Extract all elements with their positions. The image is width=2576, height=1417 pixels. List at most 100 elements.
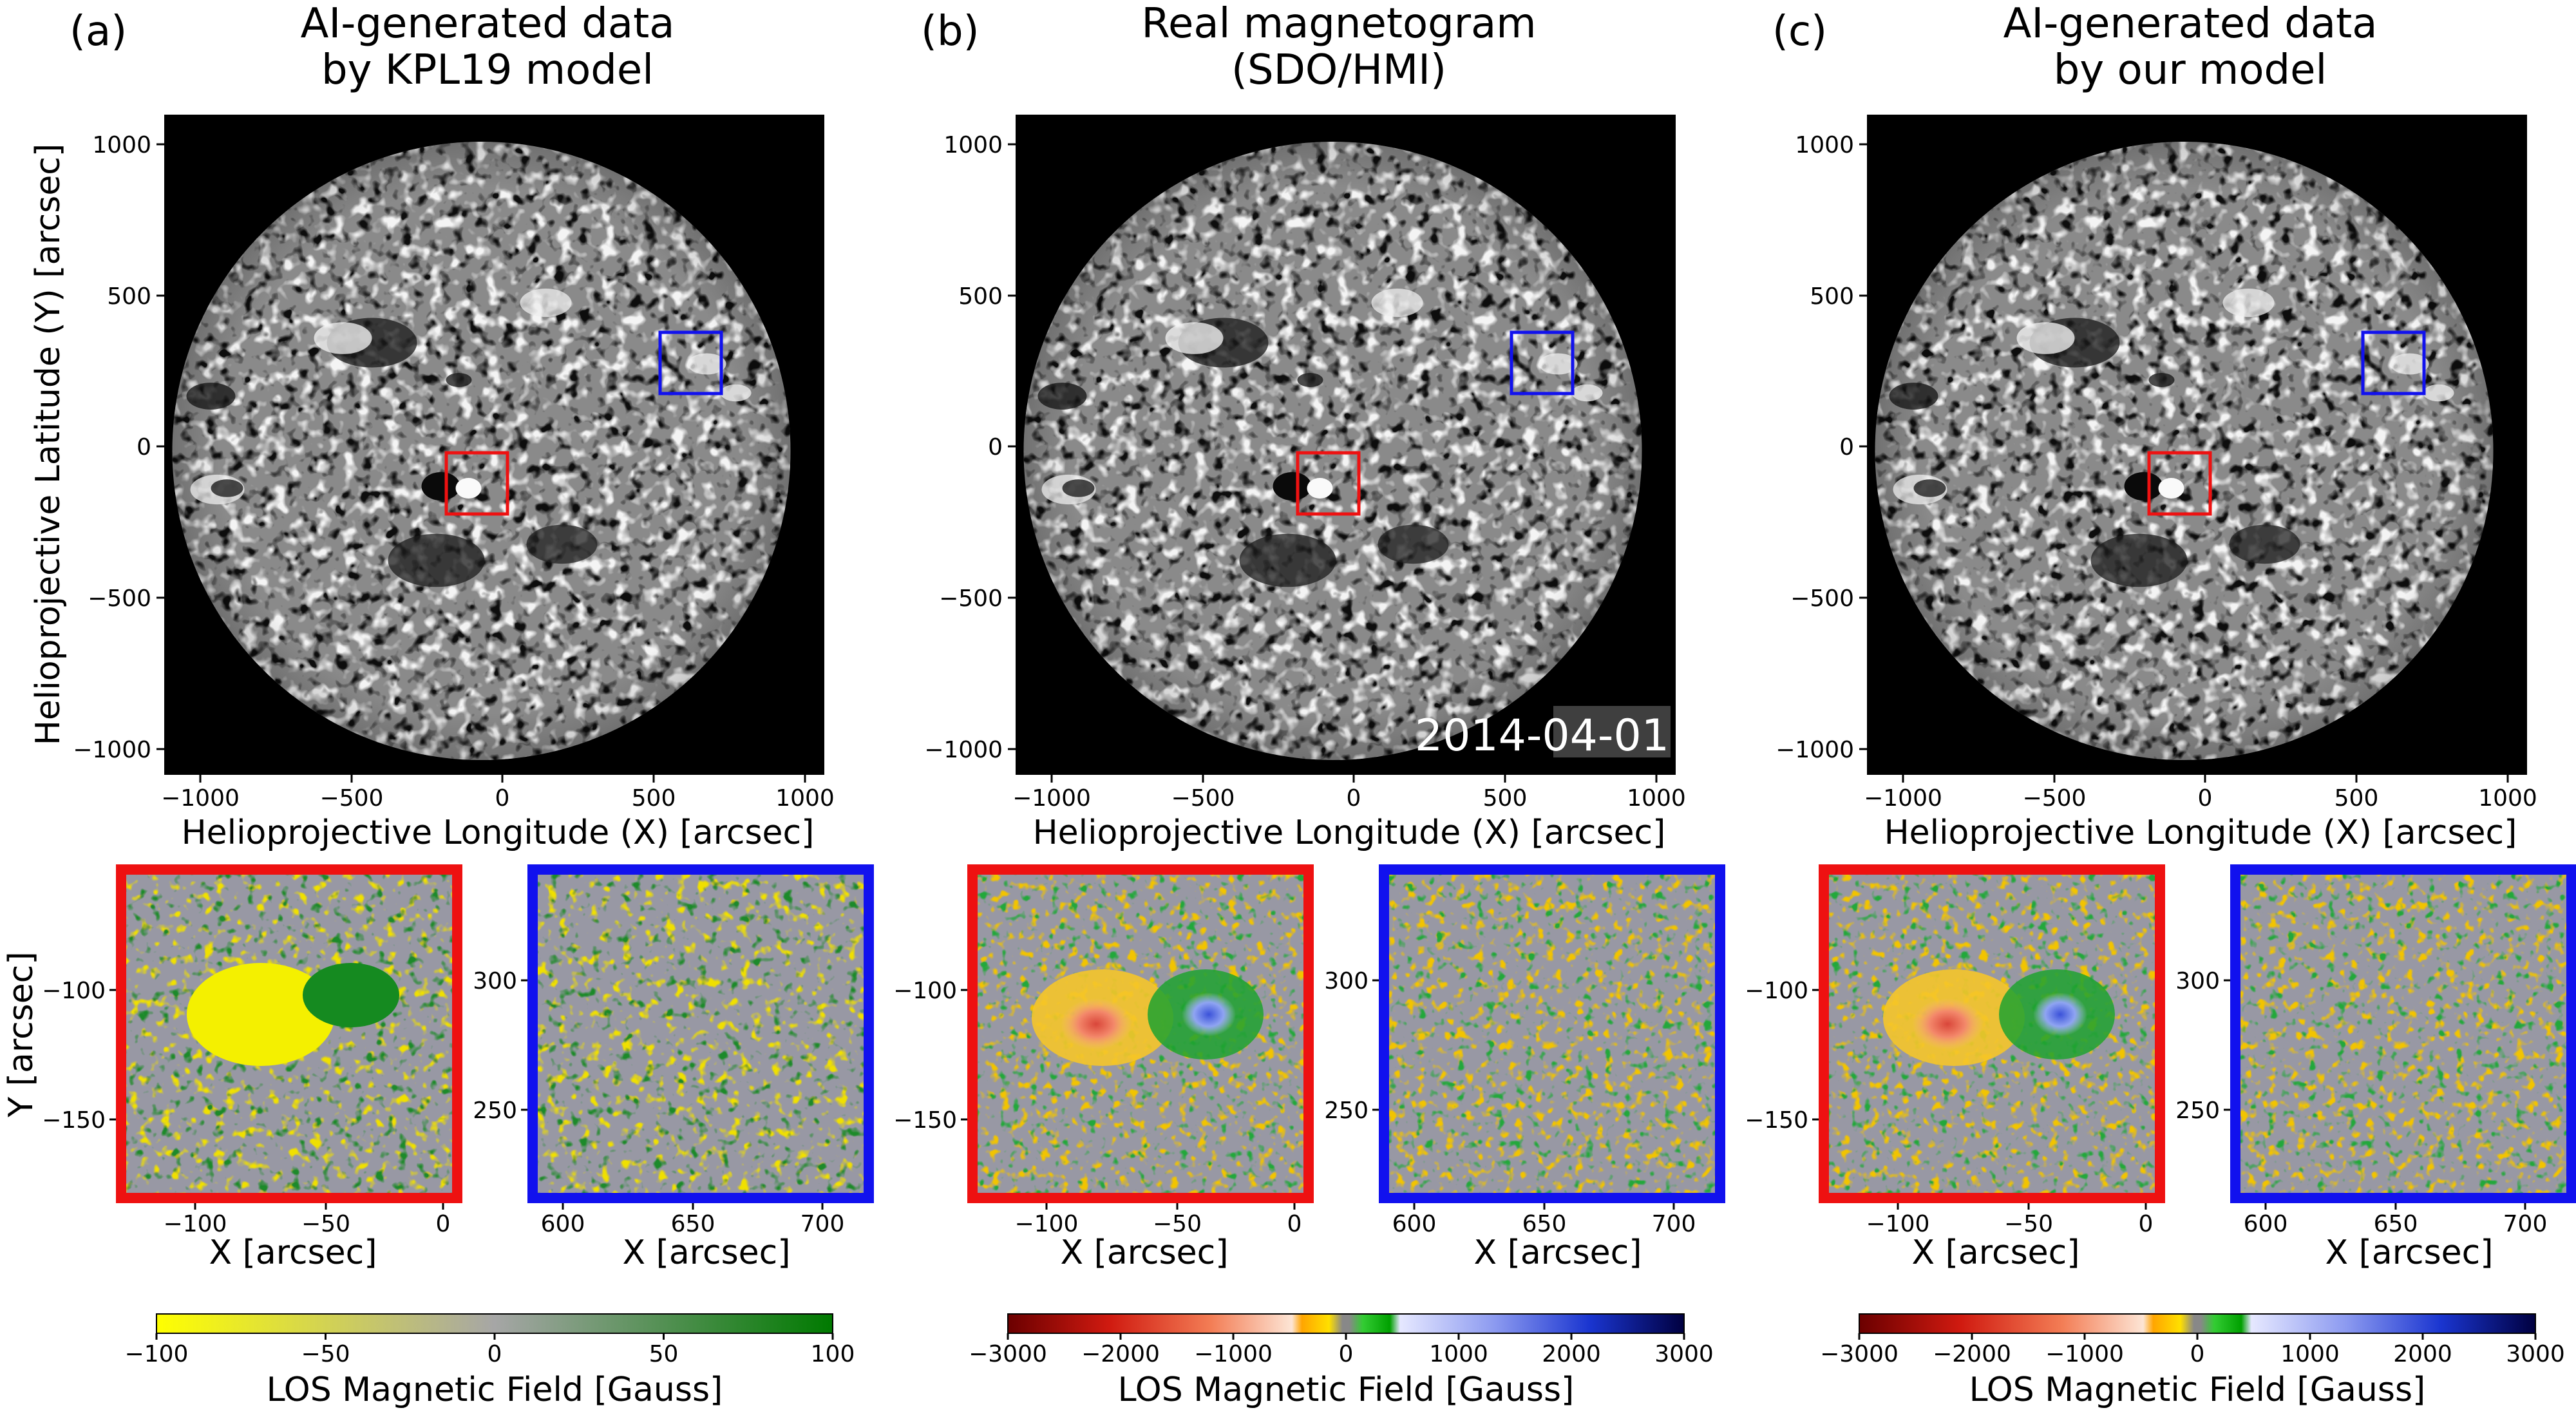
zoom-blue-x-tick: 650 [1522,1211,1567,1237]
colorbar-tick: 50 [649,1341,679,1367]
y-tick-label: 500 [107,283,151,310]
zoom-blue-x-tick: 700 [1652,1211,1696,1237]
zoom-blue-y-tick: 250 [2175,1098,2220,1124]
sunspot-positive [455,478,482,499]
sunspot-negative [421,472,460,500]
active-region [2016,322,2075,354]
zoom-red-x-tick: −50 [301,1211,350,1237]
zoom-blue-y-tick: 300 [473,968,517,994]
active-region [2222,289,2275,317]
active-region [2148,373,2175,387]
active-region [526,524,598,564]
colorbar-tick: 2000 [2393,1341,2452,1367]
sunspot-negative [1273,472,1312,500]
colorbar [1007,1313,1685,1334]
active-region [2090,533,2188,587]
colorbar-tick: −1000 [1194,1341,1273,1367]
x-tick-label: 0 [1347,785,1361,812]
red-selection-box [444,451,509,516]
zoom-red-x-tick: 0 [2139,1211,2154,1237]
colorbar [156,1313,833,1334]
y-tick-label: −1000 [1776,737,1854,763]
zoom-red-border [116,864,462,1203]
active-region [1297,373,1323,387]
y-tick-label: 1000 [943,132,1003,158]
x-axis-label: Helioprojective Longitude (X) [arcsec] [1033,813,1666,852]
zoom-blue-x-tick: 650 [671,1211,715,1237]
zoom-blue-x-tick: 600 [2244,1211,2288,1237]
zoom-blue-x-tick: 700 [800,1211,845,1237]
active-region [1062,479,1095,497]
x-tick-label: −1000 [1864,785,1942,812]
zoom-blue-x-tick: 600 [541,1211,585,1237]
zoom-red-y-tick: −100 [42,978,106,1004]
zoom-red-x-tick: 0 [436,1211,451,1237]
colorbar-tick: −50 [301,1341,350,1367]
zoom-red-border [1819,864,2165,1203]
zoom-red-x-label: X [arcsec] [209,1233,377,1272]
zoom-blue-texture [2235,870,2571,1198]
zoom-blue-x-label: X [arcsec] [622,1233,790,1272]
y-tick-label: 1000 [1795,132,1854,158]
active-region [520,289,572,317]
colorbar-tick: 1000 [2280,1341,2340,1367]
active-region [314,322,372,354]
colorbar-tick: −100 [125,1341,189,1367]
zoom-red-x-tick: −50 [1153,1211,1202,1237]
y-tick-label: −1000 [73,737,151,763]
panel-title-line2: by our model [2054,46,2327,94]
zoom-red-x-label: X [arcsec] [1911,1233,2079,1272]
active-region [2229,524,2300,564]
panel-title-line2: by KPL19 model [321,46,654,94]
colorbar-tick: −3000 [1820,1341,1899,1367]
x-tick-label: 1000 [775,785,835,812]
y-tick-label: 0 [137,434,151,461]
colorbar-label: LOS Magnetic Field [Gauss] [1118,1371,1575,1409]
colorbar-tick: −3000 [969,1341,1047,1367]
blue-selection-box [658,330,723,395]
colorbar-tick: −2000 [1081,1341,1160,1367]
y-tick-label: 1000 [92,132,151,158]
colorbar-tick: 100 [811,1341,855,1367]
y-tick-label: 500 [1810,283,1854,310]
zoom-red-y-tick: −150 [42,1107,106,1134]
zoom-blue-border [1379,864,1725,1203]
panel-title-line1: AI-generated data [2003,0,2378,48]
x-tick-label: 1000 [2478,785,2537,812]
y-tick-label: −500 [939,585,1003,612]
zoom-blue-x-tick: 650 [2374,1211,2418,1237]
active-region [388,533,485,587]
zoom-blue-texture [1384,870,1720,1198]
disk-limb-darkening [172,142,791,760]
zoom-blue-y-tick: 250 [473,1098,517,1124]
x-axis-label: Helioprojective Longitude (X) [arcsec] [182,813,815,852]
zoom-red-x-tick: −100 [1015,1211,1079,1237]
zoom-red-y-tick: −150 [893,1107,957,1134]
panel-b: (b) Real magnetogram(SDO/HMI)−1000 −500 0 50… [893,0,1725,1409]
zoom-negative-core [1061,998,1132,1050]
zoom-positive-core [1182,993,1236,1036]
active-region [1889,383,1938,410]
zoom-blue-border [2230,864,2576,1203]
active-region [1165,322,1224,354]
zoom-negative-polarity [187,963,335,1066]
zoom-red-y-tick: −100 [893,978,957,1004]
panel-label: (c) [1772,8,1827,55]
y-tick-label: 500 [958,283,1003,310]
active-region [446,373,472,387]
x-tick-label: 0 [495,785,510,812]
x-axis-label: Helioprojective Longitude (X) [arcsec] [1884,813,2517,852]
zoom-blue-x-label: X [arcsec] [2325,1233,2493,1272]
zoom-red-x-tick: −100 [1866,1211,1930,1237]
disk-limb-darkening [1023,142,1642,760]
colorbar-tick: 0 [488,1341,502,1367]
zoom-blue-border [527,864,874,1203]
active-region [1371,289,1423,317]
active-region [186,383,236,410]
date-stamp: 2014-04-01 [1415,710,1669,761]
colorbar-tick: 0 [2190,1341,2205,1367]
colorbar [1859,1313,2536,1334]
